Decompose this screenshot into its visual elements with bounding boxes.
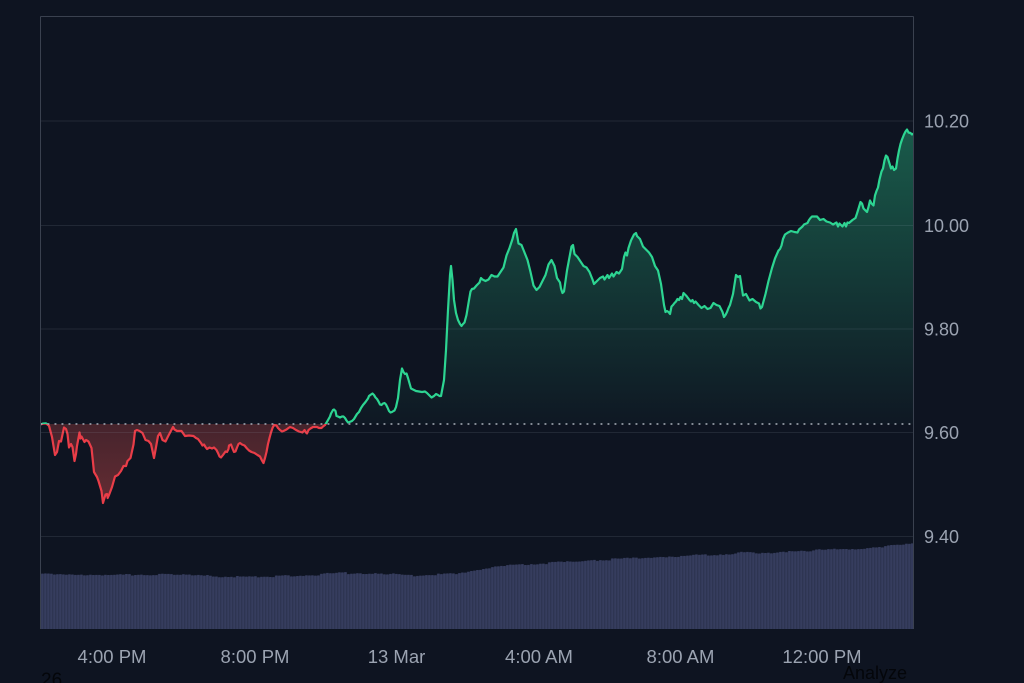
svg-text:9.40: 9.40	[924, 527, 959, 547]
svg-text:26: 26	[41, 670, 62, 683]
svg-text:10.20: 10.20	[924, 111, 969, 131]
svg-text:8:00 AM: 8:00 AM	[647, 646, 715, 667]
svg-text:9.60: 9.60	[924, 423, 959, 443]
svg-text:10.00: 10.00	[924, 216, 969, 236]
svg-text:Analyze: Analyze	[843, 663, 907, 683]
svg-text:4:00 PM: 4:00 PM	[78, 646, 147, 667]
svg-text:13 Mar: 13 Mar	[368, 646, 426, 667]
svg-text:9.80: 9.80	[924, 319, 959, 339]
svg-text:12:00 PM: 12:00 PM	[782, 646, 861, 667]
svg-text:4:00 AM: 4:00 AM	[505, 646, 573, 667]
svg-text:8:00 PM: 8:00 PM	[221, 646, 290, 667]
